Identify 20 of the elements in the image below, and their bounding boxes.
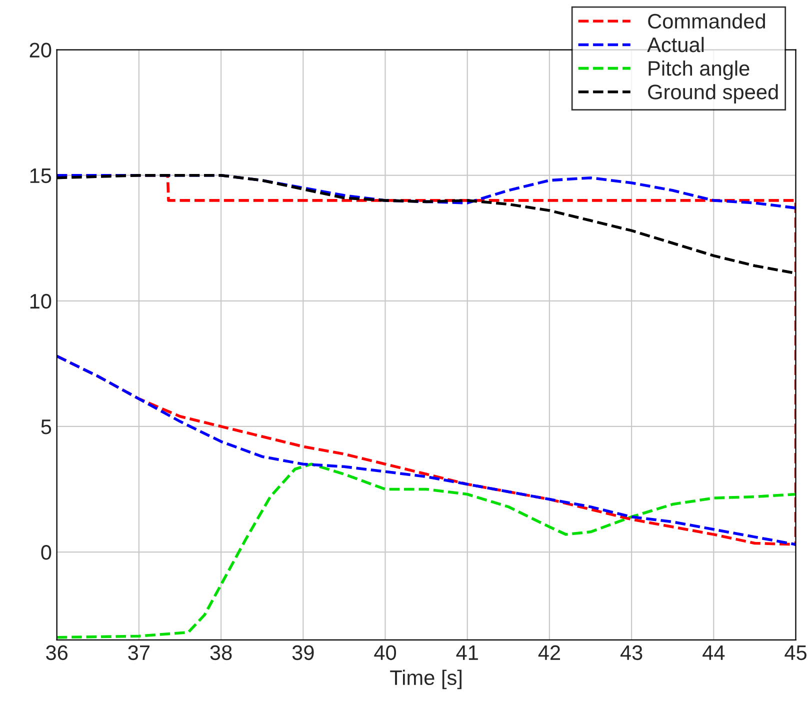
x-tick-label: 38 xyxy=(210,645,232,660)
x-tick-label: 41 xyxy=(456,646,478,660)
x-tick-label: 36 xyxy=(46,645,68,660)
x-tick-label: 40 xyxy=(374,645,396,660)
legend-label: Pitch angle xyxy=(648,60,750,80)
x-tick-label: 43 xyxy=(620,645,642,660)
x-axis-title: Time [s] xyxy=(390,670,462,690)
x-tick-label: 37 xyxy=(128,645,150,660)
legend-label: Ground speed xyxy=(648,84,778,104)
y-tick-label: 10 xyxy=(30,294,52,309)
y-tick-label: 0 xyxy=(41,545,52,560)
y-tick-label: 15 xyxy=(30,168,52,184)
x-tick-label: 39 xyxy=(292,645,314,660)
y-tick-label: 5 xyxy=(41,420,52,434)
legend-label: Actual xyxy=(647,36,704,52)
x-tick-label: 42 xyxy=(538,645,560,660)
legend-label: Commanded xyxy=(648,13,765,29)
x-tick-label: 45 xyxy=(784,646,806,660)
y-tick-label: 20 xyxy=(30,42,52,58)
x-tick-label: 44 xyxy=(702,646,725,660)
